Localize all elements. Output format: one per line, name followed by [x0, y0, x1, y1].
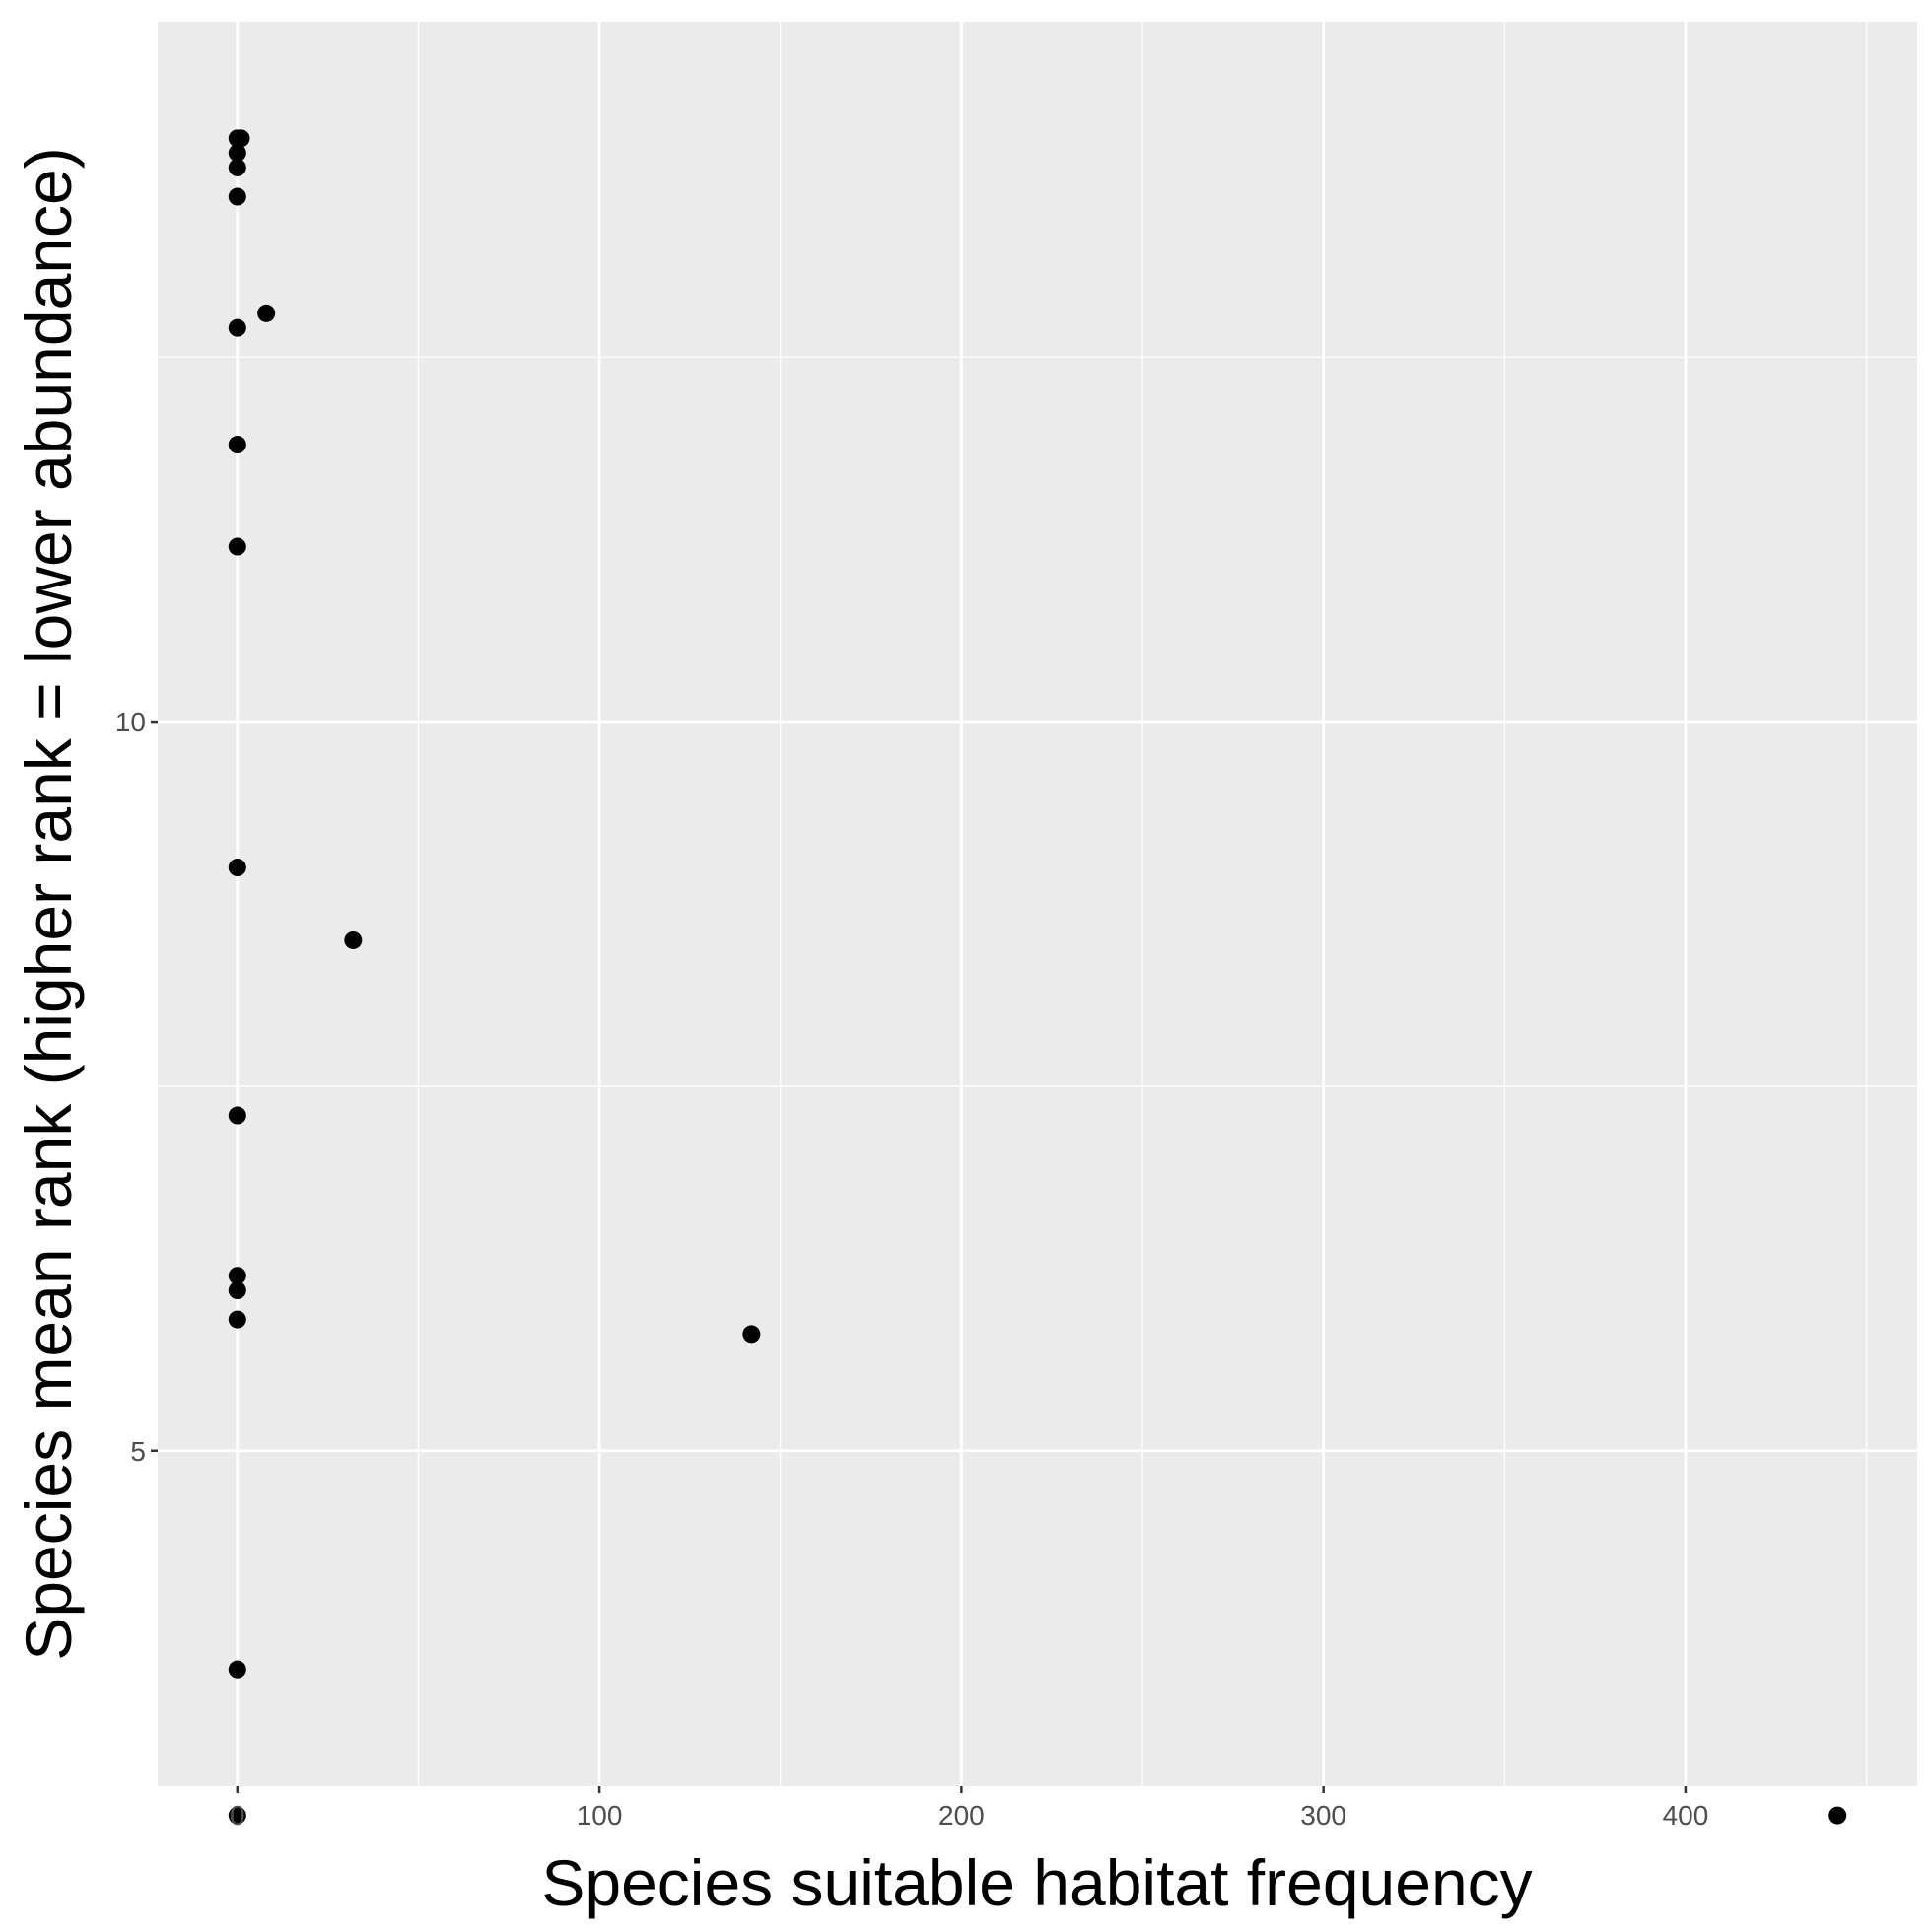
x-axis: 0 100 200 300 400: [230, 1786, 1708, 1830]
y-axis: 5 10: [115, 707, 158, 1467]
data-point: [257, 304, 276, 322]
y-tick-label: 5: [130, 1436, 146, 1467]
data-point: [1828, 1806, 1847, 1825]
y-axis-title: Species mean rank (higher rank = lower a…: [12, 147, 85, 1660]
data-point: [228, 187, 246, 206]
data-point: [228, 158, 246, 176]
data-point: [228, 1281, 246, 1300]
x-tick-label: 100: [577, 1800, 623, 1830]
data-point: [228, 1310, 246, 1329]
x-tick-label: 300: [1300, 1800, 1346, 1830]
data-point: [228, 318, 246, 337]
y-tick-label: 10: [115, 707, 146, 737]
data-point: [228, 144, 246, 163]
data-points: [228, 129, 1847, 1825]
data-point: [228, 1106, 246, 1125]
data-point: [344, 931, 363, 949]
major-gridlines: [158, 22, 1917, 1786]
x-tick-label: 200: [938, 1800, 985, 1830]
data-point: [232, 129, 250, 148]
data-point: [228, 1267, 246, 1285]
data-point: [228, 859, 246, 877]
plot-panel: [158, 22, 1917, 1786]
data-point: [228, 1660, 246, 1679]
x-tick-label: 400: [1663, 1800, 1709, 1830]
data-point: [742, 1325, 761, 1344]
x-axis-title: Species suitable habitat frequency: [541, 1846, 1532, 1919]
minor-gridlines: [158, 22, 1917, 1817]
data-point: [228, 436, 246, 454]
data-point: [228, 537, 246, 556]
data-point: [228, 1806, 246, 1825]
x-tick-label: 0: [230, 1800, 245, 1830]
